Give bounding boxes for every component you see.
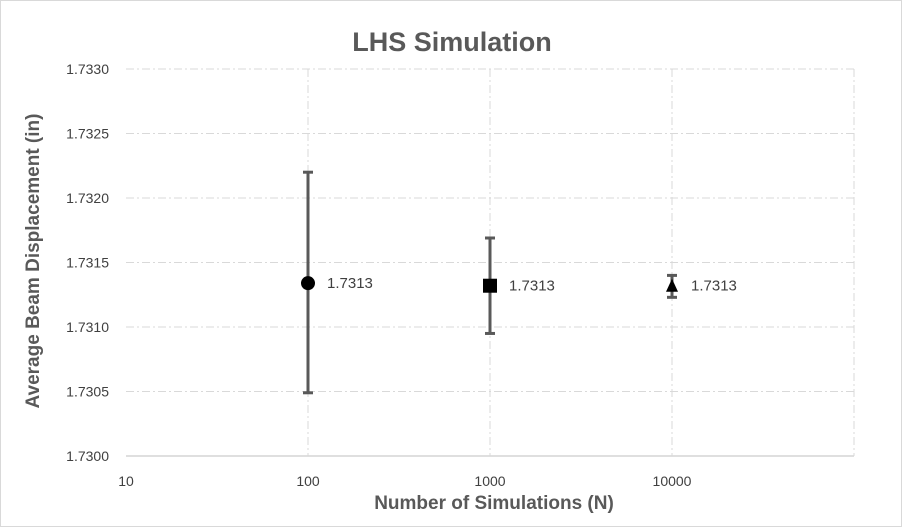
y-axis-title: Average Beam Displacement (in) xyxy=(23,114,44,409)
data-label: 1.7313 xyxy=(327,275,373,292)
data-label: 1.7313 xyxy=(691,278,737,295)
data-point-square xyxy=(483,278,497,293)
x-tick-label: 1000 xyxy=(474,473,505,489)
y-tick-label: 1.7300 xyxy=(66,448,109,464)
y-tick-label: 1.7325 xyxy=(66,126,109,142)
data-point-circle xyxy=(301,276,315,291)
x-tick-label: 10 xyxy=(118,473,134,489)
y-tick-label: 1.7310 xyxy=(66,319,109,335)
x-axis-title: Number of Simulations (N) xyxy=(374,493,614,514)
data-series: 1.7313 1.7313 1.7313 xyxy=(301,170,737,395)
x-tick-label: 100 xyxy=(296,473,320,489)
data-label: 1.7313 xyxy=(509,278,555,295)
y-tick-label: 1.7305 xyxy=(66,384,109,400)
y-tick-label: 1.7330 xyxy=(66,61,109,77)
y-tick-label: 1.7315 xyxy=(66,255,109,271)
tick-labels: 1.7300 1.7305 1.7310 1.7315 1.7320 1.7325 1.73… xyxy=(66,61,692,489)
data-point-triangle xyxy=(666,278,678,292)
y-tick-label: 1.7320 xyxy=(66,190,109,206)
x-tick-label: 10000 xyxy=(653,473,692,489)
chart-title: LHS Simulation xyxy=(352,27,552,57)
